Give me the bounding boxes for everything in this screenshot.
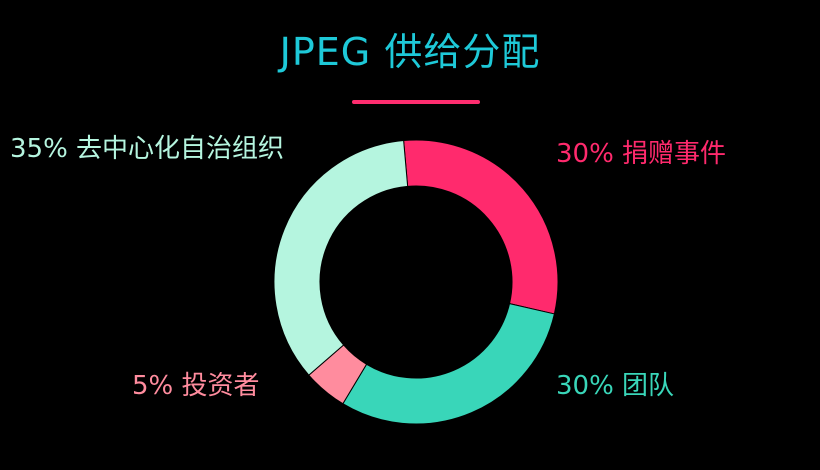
slice-dao (273, 139, 409, 376)
slice-team (342, 302, 555, 425)
slice-label-donation-events: 30% 捐赠事件 (556, 139, 727, 169)
chart-title: JPEG 供给分配 (279, 30, 541, 74)
slice-label-investors: 5% 投资者 (132, 371, 260, 401)
slice-label-team: 30% 团队 (556, 371, 675, 401)
title-underline (352, 100, 480, 104)
slice-donation-events (403, 139, 559, 315)
slice-label-dao: 35% 去中心化自治组织 (10, 134, 285, 164)
